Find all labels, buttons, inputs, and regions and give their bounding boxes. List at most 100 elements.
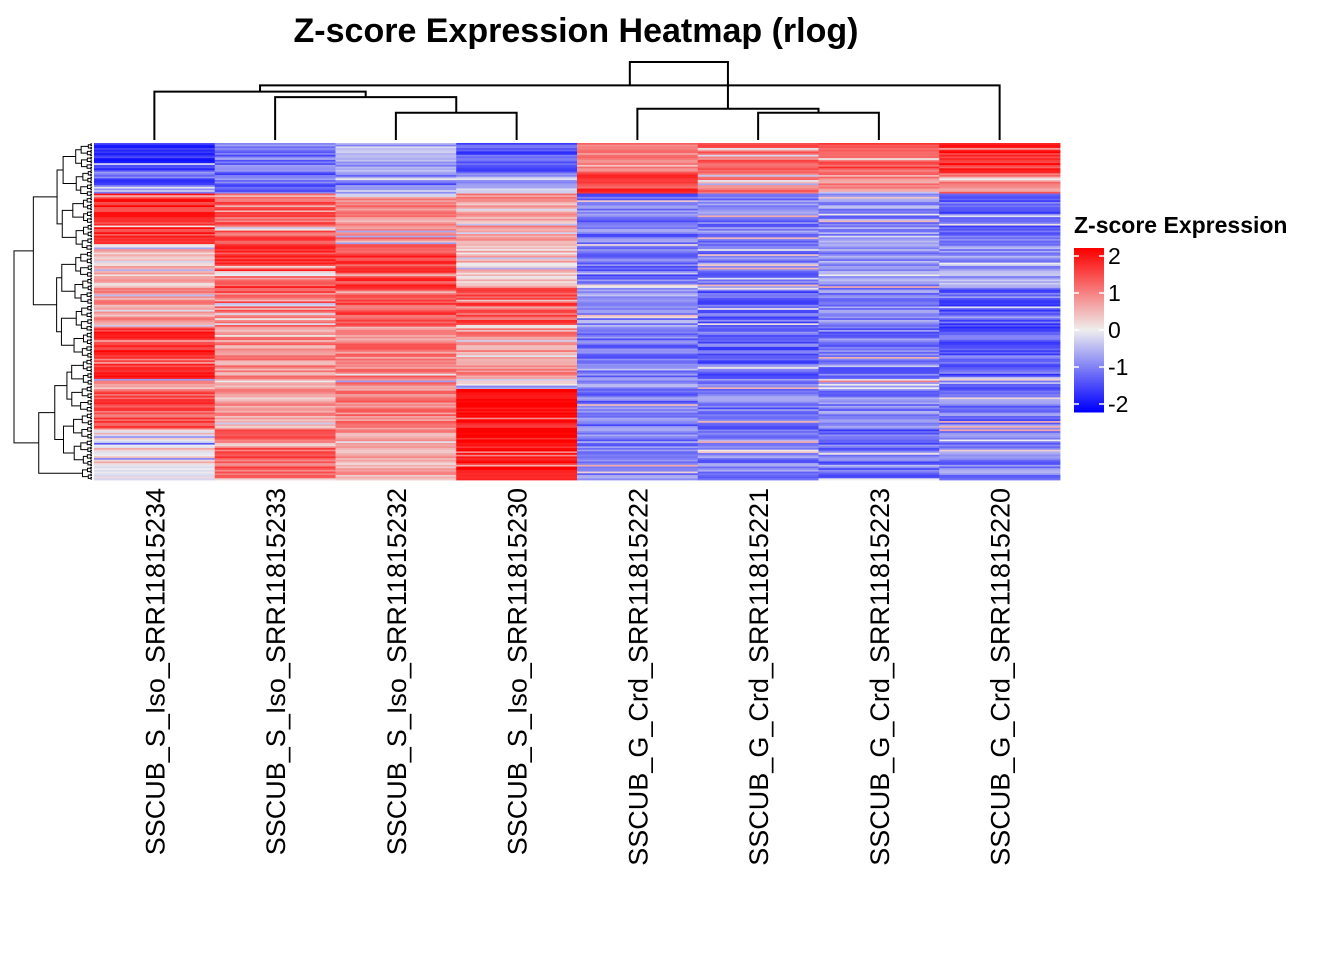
- heatmap-cell: [818, 345, 940, 348]
- legend-gradient-step: [1074, 362, 1104, 366]
- heatmap-cell: [335, 340, 457, 343]
- heatmap-cell: [939, 447, 1061, 451]
- heatmap-cell: [456, 392, 578, 395]
- heatmap-cell: [94, 188, 216, 191]
- heatmap-cell: [214, 154, 336, 157]
- heatmap-cell: [818, 223, 940, 226]
- heatmap-cell: [577, 237, 699, 240]
- heatmap-cell: [94, 456, 216, 459]
- heatmap-cell: [577, 410, 699, 413]
- heatmap-cell: [697, 335, 819, 338]
- legend-gradient-step: [1074, 274, 1104, 278]
- heatmap-cell: [94, 148, 216, 151]
- heatmap-cell: [214, 195, 336, 198]
- heatmap-cell: [335, 168, 457, 171]
- heatmap-cell: [335, 298, 457, 301]
- heatmap-cell: [214, 407, 336, 410]
- heatmap-cell: [697, 404, 819, 407]
- row-dendrogram-branch: [87, 231, 91, 237]
- heatmap-cell: [335, 153, 457, 156]
- heatmap-cell: [818, 250, 940, 253]
- heatmap-cell: [939, 287, 1061, 290]
- heatmap-cell: [456, 186, 578, 189]
- heatmap-cell: [939, 316, 1061, 319]
- heatmap-cell: [939, 259, 1061, 262]
- heatmap-cell: [818, 397, 940, 400]
- heatmap-cell: [94, 282, 216, 285]
- chart-title: Z-score Expression Heatmap (rlog): [294, 12, 859, 50]
- legend-gradient-step: [1074, 401, 1104, 405]
- row-dendrogram-branch: [90, 433, 92, 436]
- heatmap-cell: [697, 345, 819, 348]
- heatmap-cell: [456, 409, 578, 412]
- row-dendrogram-branch: [90, 456, 92, 460]
- heatmap-cell: [214, 289, 336, 292]
- heatmap-cell: [94, 415, 216, 419]
- heatmap-cell: [214, 417, 336, 420]
- heatmap-cell: [577, 296, 699, 299]
- heatmap-cell: [214, 454, 336, 457]
- heatmap-cell: [214, 405, 336, 408]
- heatmap-cell: [939, 148, 1061, 151]
- heatmap-cell: [939, 151, 1061, 154]
- legend-gradient-step: [1074, 286, 1104, 290]
- heatmap-cell: [456, 255, 578, 258]
- heatmap-cell: [818, 436, 940, 439]
- heatmap-cell: [456, 271, 578, 274]
- heatmap-cell: [577, 271, 699, 274]
- heatmap-cell: [697, 168, 819, 171]
- heatmap-cell: [214, 272, 336, 275]
- heatmap-column: [456, 143, 578, 481]
- heatmap-cell: [456, 247, 578, 250]
- heatmap-cell: [214, 375, 336, 378]
- heatmap-cell: [697, 410, 819, 413]
- row-dendrogram-branch: [82, 334, 88, 343]
- heatmap-cell: [818, 380, 940, 383]
- heatmap-cell: [939, 292, 1061, 296]
- heatmap-cell: [456, 277, 578, 280]
- legend-gradient-step: [1074, 272, 1104, 276]
- heatmap-cell: [577, 426, 699, 429]
- heatmap-cell: [335, 335, 457, 338]
- row-dendrogram-branch: [90, 301, 92, 305]
- heatmap-cell: [214, 296, 336, 299]
- heatmap-cell: [335, 431, 457, 434]
- heatmap-cell: [456, 424, 578, 427]
- heatmap-cell: [577, 143, 699, 146]
- heatmap-cell: [818, 437, 940, 440]
- heatmap-cell: [94, 201, 216, 205]
- heatmap-cell: [335, 272, 457, 275]
- heatmap-cell: [335, 181, 457, 184]
- heatmap-cell: [818, 183, 940, 186]
- row-dendrogram-branch: [86, 454, 91, 459]
- heatmap-cell: [335, 193, 457, 196]
- heatmap-cell: [94, 357, 216, 360]
- heatmap-cell: [94, 463, 216, 466]
- row-dendrogram-branch: [80, 442, 88, 451]
- heatmap-cell: [214, 205, 336, 208]
- heatmap-cell: [94, 220, 216, 223]
- heatmap-cell: [94, 225, 216, 228]
- heatmap-cell: [456, 466, 578, 469]
- heatmap-cell: [697, 173, 819, 176]
- heatmap-cell: [456, 143, 578, 146]
- heatmap-cell: [818, 299, 940, 302]
- heatmap-cell: [818, 444, 940, 447]
- heatmap-cell: [818, 313, 940, 316]
- heatmap-cell: [335, 171, 457, 174]
- row-dendrogram-branch: [90, 446, 92, 450]
- heatmap-cell: [818, 272, 940, 275]
- heatmap-cell: [577, 348, 699, 351]
- heatmap-cell: [94, 382, 216, 385]
- heatmap-cell: [94, 368, 216, 371]
- heatmap-cell: [335, 346, 457, 349]
- heatmap-cell: [94, 213, 216, 216]
- heatmap-cell: [94, 304, 216, 307]
- heatmap-cell: [697, 419, 819, 422]
- heatmap-cell: [818, 415, 940, 419]
- heatmap-cell: [335, 190, 457, 193]
- row-dendrogram-branch: [90, 416, 92, 419]
- column-label: SSCUB_G_Crd_SRR11815222: [623, 488, 653, 866]
- heatmap-cell: [335, 439, 457, 442]
- heatmap-cell: [939, 242, 1061, 245]
